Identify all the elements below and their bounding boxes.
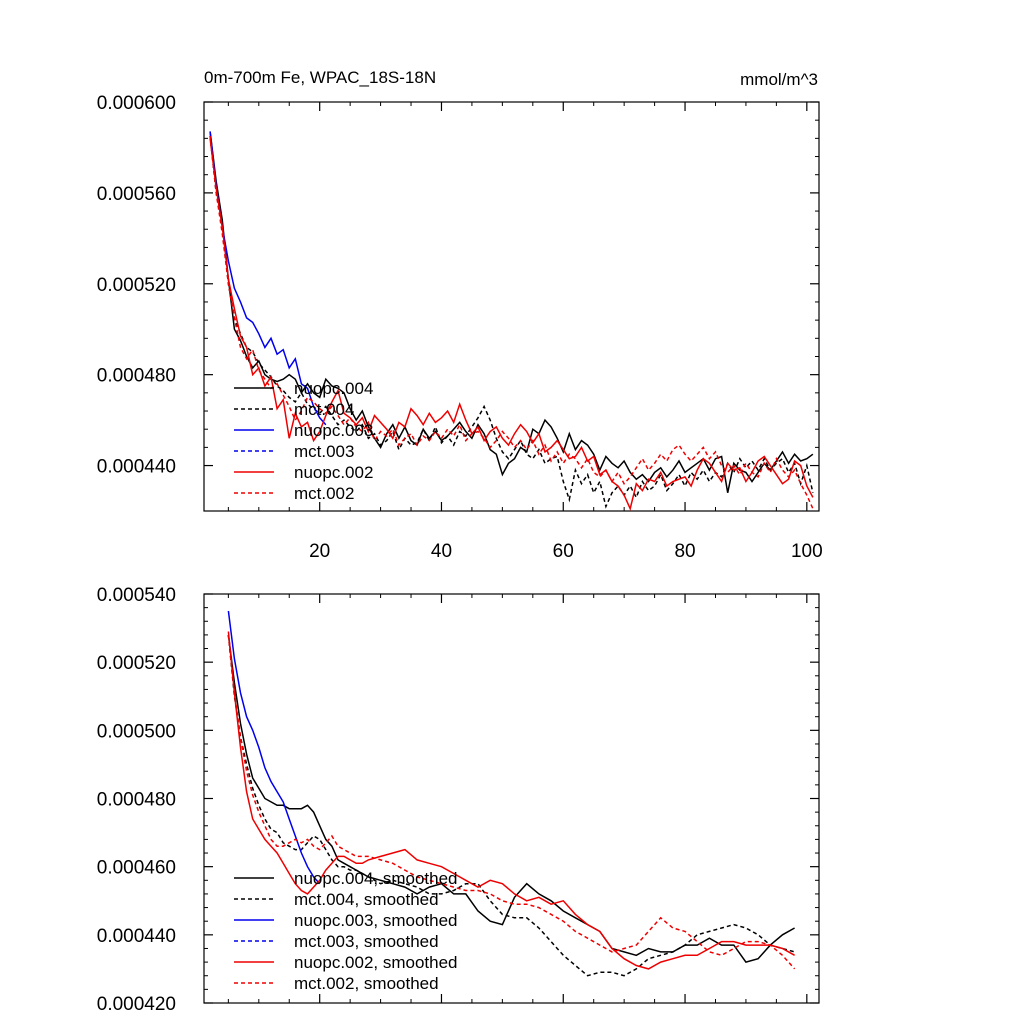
series-line-mct-004-smoothed <box>227 634 795 977</box>
legend-entry: nuopc.004 <box>294 379 373 398</box>
x-tick-label: 100 <box>791 541 823 562</box>
y-tick-label: 0.000560 <box>97 184 176 205</box>
legend-entry: mct.003 <box>294 442 354 461</box>
series-line-nuopc-003 <box>209 131 327 426</box>
y-tick-label: 0.000440 <box>97 926 176 947</box>
y-tick-label: 0.000600 <box>97 93 176 114</box>
legend-entry: nuopc.004, smoothed <box>294 869 458 888</box>
x-tick-label: 80 <box>674 541 695 562</box>
x-tick-label: 20 <box>309 541 330 562</box>
upper-plot-panel: 0m-700m Fe, WPAC_18S-18N mmol/m^3 20 40 60… <box>97 68 823 562</box>
y-tick-label: 0.000480 <box>97 790 176 811</box>
y-tick-label: 0.000440 <box>97 457 176 478</box>
x-tick-label: 40 <box>431 541 452 562</box>
lower-plot-panel: 0.000420 0.000440 0.000460 0.000480 0.000500… <box>97 585 820 1015</box>
y-tick-label: 0.000540 <box>97 585 176 606</box>
series-line-nuopc-003-smoothed <box>227 610 321 885</box>
upper-plot-title: 0m-700m Fe, WPAC_18S-18N <box>204 68 436 87</box>
y-tick-label: 0.000460 <box>97 858 176 879</box>
series-line-mct-002-smoothed <box>227 634 796 970</box>
legend-entry: nuopc.003, smoothed <box>294 911 458 930</box>
legend-entry: nuopc.003 <box>294 421 373 440</box>
y-tick-label: 0.000480 <box>97 366 176 387</box>
legend-entry: mct.004 <box>294 400 354 419</box>
plot-frame <box>203 101 820 512</box>
y-tick-label: 0.000520 <box>97 653 176 674</box>
legend-entry: mct.002 <box>294 484 354 503</box>
y-tick-label: 0.000500 <box>97 721 176 742</box>
series-line-mct-004 <box>209 136 814 509</box>
legend-entry: mct.003, smoothed <box>294 932 439 951</box>
x-tick-label: 60 <box>553 541 574 562</box>
y-tick-label: 0.000520 <box>97 275 176 296</box>
series-line-nuopc-002-smoothed <box>227 631 795 970</box>
series-line-nuopc-004 <box>209 131 814 493</box>
series-line-mct-002 <box>209 136 814 510</box>
legend-entry: mct.002, smoothed <box>294 974 439 993</box>
series-line-nuopc-004-smoothed <box>227 634 795 963</box>
series-line-nuopc-002 <box>209 138 814 511</box>
y-tick-label: 0.000420 <box>97 994 176 1015</box>
legend-entry: mct.004, smoothed <box>294 890 439 909</box>
legend-entry: nuopc.002, smoothed <box>294 953 458 972</box>
legend-entry: nuopc.002 <box>294 463 373 482</box>
upper-plot-units: mmol/m^3 <box>740 70 818 89</box>
